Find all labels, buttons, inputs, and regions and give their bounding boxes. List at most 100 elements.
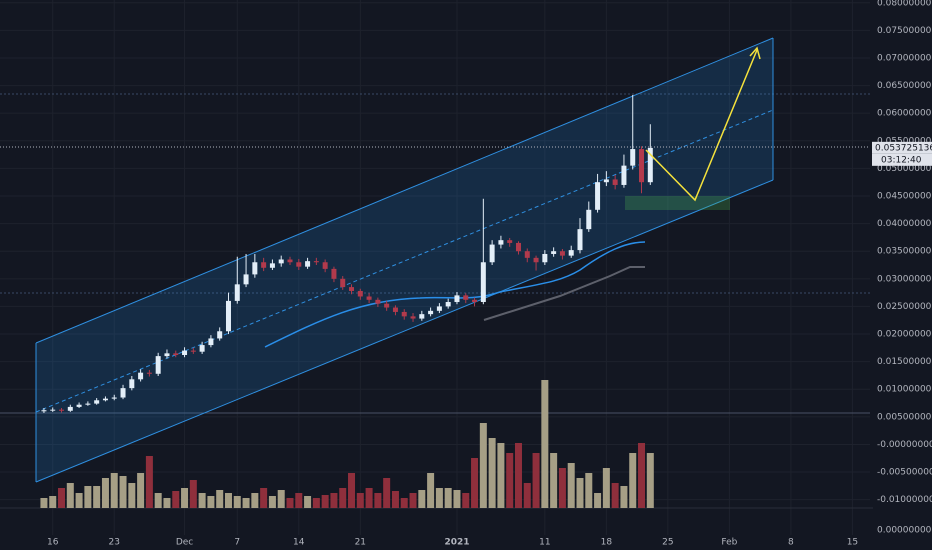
volume-bar [453, 490, 461, 508]
candle-body [287, 259, 293, 263]
volume-bar [514, 443, 522, 508]
candle-body [419, 314, 425, 319]
x-tick-label: 21 [355, 538, 366, 548]
y-tick-label: 0.0400000000 [877, 219, 932, 229]
candle-body [533, 257, 539, 263]
volume-bar [462, 493, 470, 508]
volume-bar [594, 493, 602, 508]
candle-body [630, 149, 636, 166]
candle-body [384, 303, 390, 308]
candle-body [129, 379, 135, 389]
volume-bar [646, 453, 654, 508]
volume-bar [304, 496, 312, 508]
moving-average [264, 241, 646, 348]
x-tick-label: 23 [109, 538, 120, 548]
y-tick-label: 0.0800000000 [877, 0, 932, 8]
volume-bar [488, 438, 496, 508]
candle-body [647, 147, 653, 183]
x-tick-label: 18 [601, 538, 613, 548]
candle-body [568, 250, 574, 256]
candle-body [199, 345, 205, 352]
volume-bar [154, 493, 162, 508]
y-tick-label: -0.0000000000 [877, 440, 932, 450]
candle-body [120, 388, 126, 398]
channel-fill [36, 38, 773, 482]
volume-bar [620, 486, 628, 508]
candle-body [472, 299, 478, 303]
volume-bar [629, 453, 637, 508]
volume-bar [295, 493, 303, 508]
volume-bar [391, 491, 399, 508]
volume-bar [409, 493, 417, 508]
candle-body [217, 331, 223, 339]
x-tick-label: 25 [662, 538, 673, 548]
volume-bar [497, 443, 505, 508]
candle-body [164, 353, 170, 357]
y-tick-label: 0.0250000000 [877, 302, 932, 312]
volume-bar [93, 486, 101, 508]
y-tick-label: 0.0350000000 [877, 247, 932, 257]
x-tick-label: 2021 [444, 538, 469, 548]
candle-body [102, 398, 108, 401]
candle-body [261, 262, 267, 268]
volume-bar [145, 456, 153, 508]
x-tick-label: 15 [847, 538, 858, 548]
candle-body [551, 251, 557, 254]
volume-bar [400, 498, 408, 508]
candle-body [639, 149, 645, 183]
volume-bar [611, 483, 619, 508]
last-price-tag [872, 141, 932, 154]
volume-bar [321, 495, 329, 508]
price-axis [870, 0, 932, 550]
volume-bar [339, 488, 347, 508]
volume-bar [427, 473, 435, 508]
y-tick-label: 0.0750000000 [877, 26, 932, 36]
y-tick-label: -0.0100000000 [877, 495, 932, 505]
candle-body [67, 406, 73, 411]
y-tick-label: 0.0600000000 [877, 109, 932, 119]
candle-body [111, 397, 117, 399]
arrow-head [749, 46, 761, 60]
candle-body [322, 262, 328, 269]
x-tick-label: 16 [47, 538, 59, 548]
volume-bar [58, 488, 66, 508]
candle-body [489, 244, 495, 263]
candle-body [252, 262, 258, 275]
volume-bar [40, 498, 48, 508]
y-tick-label: 0.0150000000 [877, 357, 932, 367]
volume-bar [101, 478, 109, 508]
volume-bar [356, 493, 364, 508]
candle-body [401, 311, 407, 317]
y-tick-label: 0.0550000000 [877, 136, 932, 146]
candle-body [94, 400, 100, 404]
volume-bar [550, 453, 558, 508]
volume-bar [224, 493, 232, 508]
candle-body [146, 372, 152, 374]
candle-body [50, 409, 56, 411]
candle-body [559, 251, 565, 256]
volume-bar [216, 490, 224, 508]
volume-bar [189, 480, 197, 508]
projection-arrow [645, 49, 758, 202]
y-tick-label: 0.0100000000 [877, 385, 932, 395]
last-price-label: 0.0537251368 [875, 143, 932, 153]
candle-body [612, 179, 618, 185]
moving-average [483, 266, 645, 321]
candle-body [586, 209, 592, 230]
candle-body [524, 251, 530, 258]
volume-bar [479, 423, 487, 508]
x-tick-label: 8 [788, 538, 794, 548]
volume-bar [172, 491, 180, 508]
candle-body [480, 262, 486, 303]
candle-body [436, 306, 442, 311]
volume-bar [277, 490, 285, 508]
candle-body [155, 356, 161, 374]
volume-bar [66, 483, 74, 508]
candle-body [243, 274, 249, 285]
time-axis [0, 535, 870, 550]
candle-body [173, 353, 179, 356]
candle-body [305, 261, 311, 267]
candle-body [445, 302, 451, 307]
